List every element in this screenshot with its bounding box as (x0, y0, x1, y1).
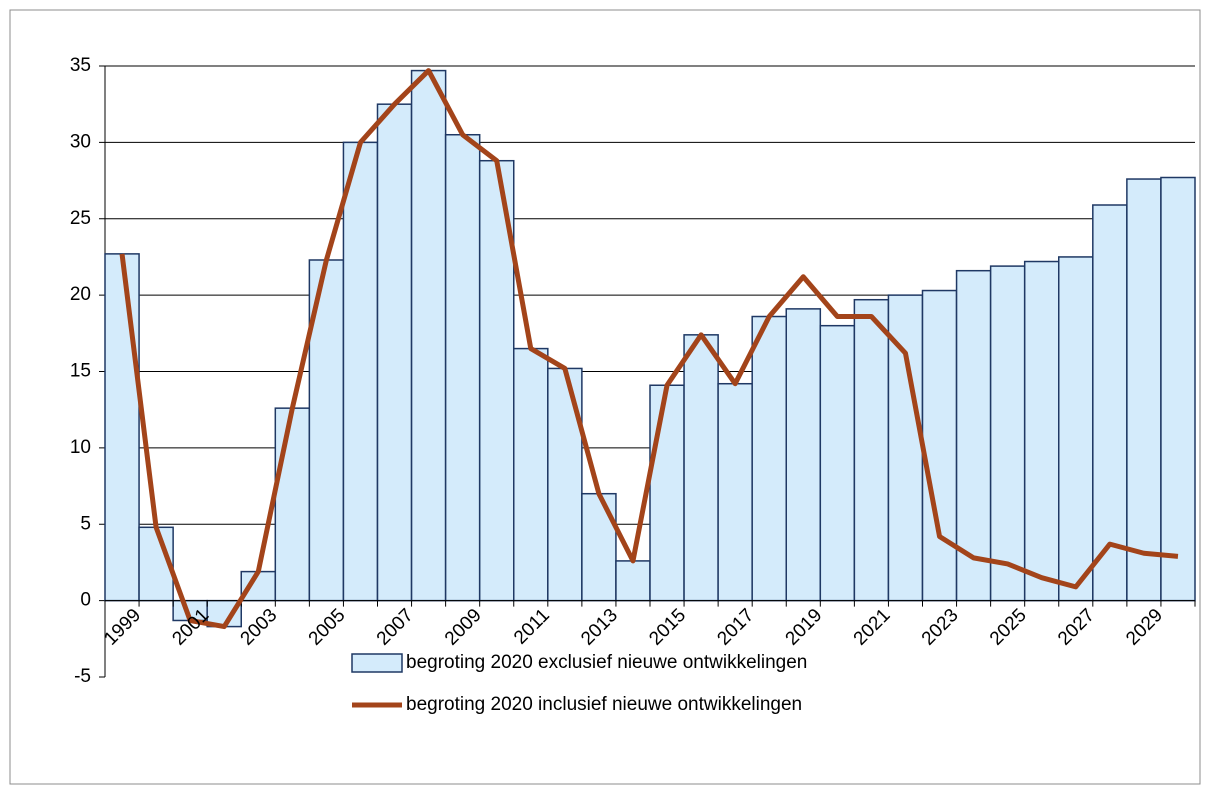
legend-label: begroting 2020 exclusief nieuwe ontwikke… (406, 652, 807, 673)
legend-swatch (351, 653, 403, 673)
bar (104, 253, 140, 602)
bar (785, 308, 822, 602)
bar (342, 141, 379, 602)
bar (921, 289, 958, 602)
y-tick-label: 15 (70, 361, 91, 382)
bar (819, 324, 856, 602)
y-tick-label: 35 (70, 55, 91, 76)
y-tick-label: 10 (70, 437, 91, 458)
y-tick-label: -5 (74, 666, 91, 687)
y-tick-label: 30 (70, 131, 91, 152)
bar (274, 407, 311, 602)
bar (615, 560, 651, 602)
bar (1092, 204, 1128, 602)
y-tick-label: 25 (70, 208, 91, 229)
bar (1126, 178, 1162, 602)
bar (853, 298, 890, 602)
bar (649, 384, 685, 602)
bar (1160, 176, 1196, 602)
y-tick-label: 0 (80, 590, 91, 611)
bar (683, 334, 719, 602)
y-tick-label: 20 (70, 284, 91, 305)
bar (513, 347, 549, 602)
bar (751, 315, 787, 602)
bar (887, 294, 924, 602)
bar (1058, 256, 1094, 602)
bar (581, 492, 617, 602)
bar (717, 382, 753, 602)
line (119, 68, 1179, 630)
bar (989, 265, 1026, 602)
y-tick-label: 5 (80, 513, 91, 534)
bar (376, 103, 413, 602)
legend-label: begroting 2020 inclusief nieuwe ontwikke… (406, 694, 802, 715)
bar (444, 133, 481, 602)
bar (410, 69, 447, 602)
bar (1023, 260, 1060, 602)
